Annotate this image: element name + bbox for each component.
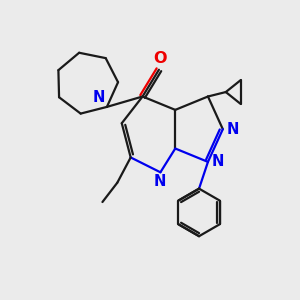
Text: N: N bbox=[93, 90, 105, 105]
Text: N: N bbox=[154, 174, 166, 189]
Text: N: N bbox=[226, 122, 239, 137]
Text: N: N bbox=[212, 154, 224, 169]
Text: O: O bbox=[154, 51, 167, 66]
